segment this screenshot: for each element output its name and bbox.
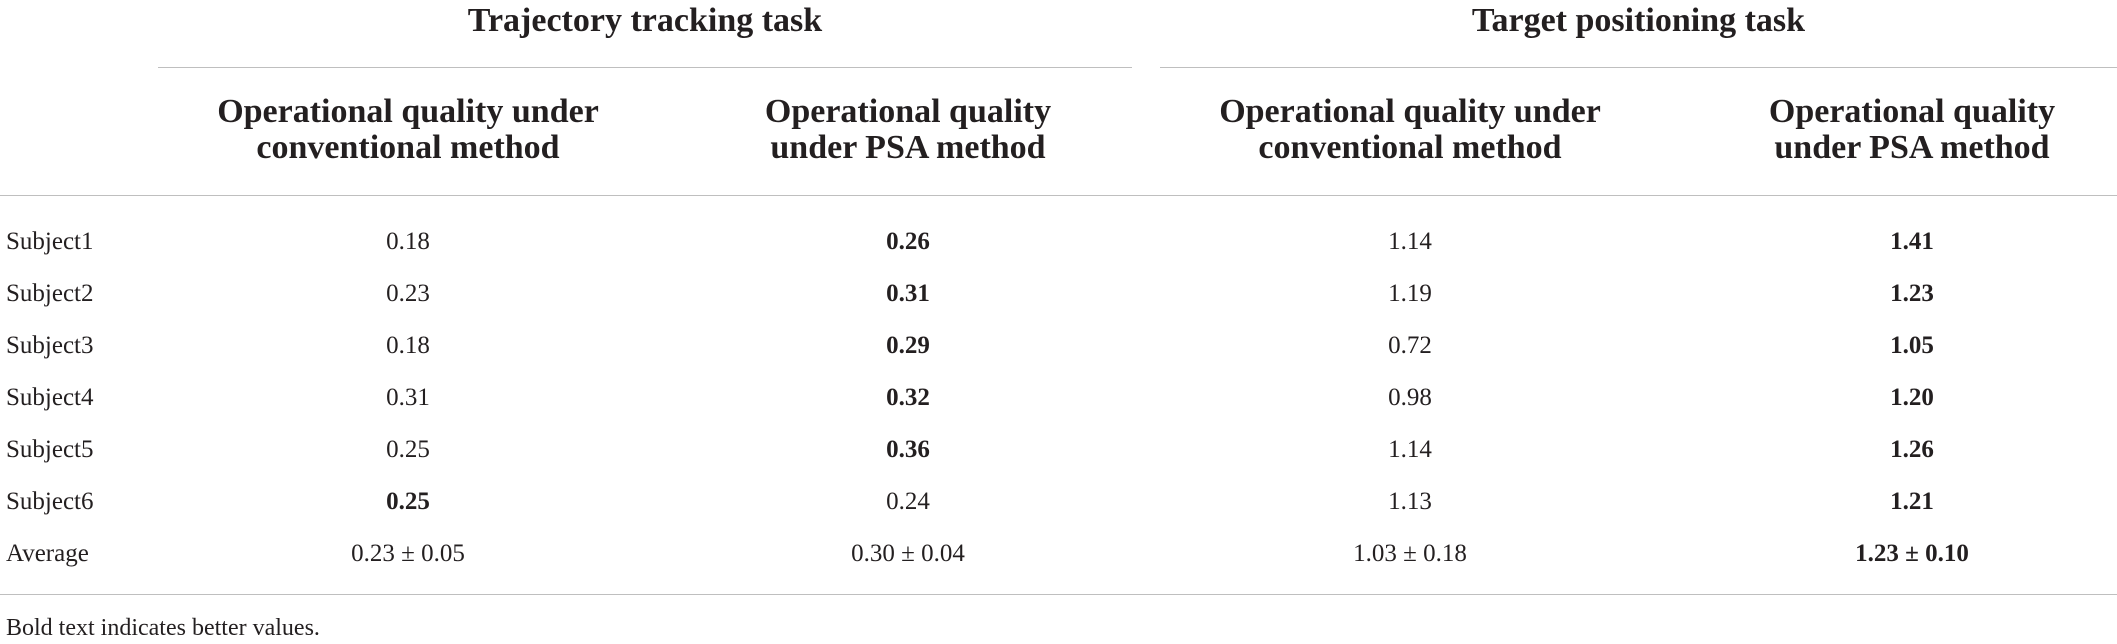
column-header-line2: under PSA method [770, 129, 1046, 166]
cell-trajectory-psa: 0.24 [886, 488, 930, 515]
group-title-trajectory-tracking: Trajectory tracking task [467, 2, 823, 39]
table-row: Subject6 0.25 0.24 1.13 1.21 [0, 482, 2117, 522]
cell-trajectory-psa: 0.36 [886, 436, 930, 463]
cell-target-conventional: 1.14 [1388, 228, 1432, 255]
header-rule [0, 195, 2117, 196]
group-rule-trajectory [158, 67, 1132, 68]
cell-trajectory-conventional: 0.18 [386, 228, 430, 255]
table-row-average: Average 0.23 ± 0.05 0.30 ± 0.04 1.03 ± 0… [0, 534, 2117, 574]
row-label: Subject3 [6, 332, 94, 359]
cell-trajectory-conventional: 0.18 [386, 332, 430, 359]
column-header-line2: under PSA method [1774, 129, 2050, 166]
column-header-trajectory-psa: Operational quality under PSA method [708, 94, 1108, 174]
cell-target-conventional: 1.13 [1388, 488, 1432, 515]
cell-trajectory-conventional: 0.25 [386, 488, 430, 515]
cell-trajectory-psa: 0.32 [886, 384, 930, 411]
cell-target-conventional: 0.72 [1388, 332, 1432, 359]
table-row: Subject2 0.23 0.31 1.19 1.23 [0, 274, 2117, 314]
cell-trajectory-psa: 0.30 ± 0.04 [851, 540, 965, 567]
cell-target-conventional: 1.14 [1388, 436, 1432, 463]
column-header-line1: Operational quality [1768, 93, 2056, 130]
row-label: Subject5 [6, 436, 94, 463]
cell-target-psa: 1.05 [1890, 332, 1934, 359]
cell-target-conventional: 1.03 ± 0.18 [1353, 540, 1467, 567]
column-header-line2: conventional method [256, 129, 560, 166]
cell-target-psa: 1.23 ± 0.10 [1855, 540, 1969, 567]
table-row: Subject4 0.31 0.32 0.98 1.20 [0, 378, 2117, 418]
cell-target-conventional: 1.19 [1388, 280, 1432, 307]
group-title-target-positioning: Target positioning task [1471, 2, 1806, 39]
column-header-line2: conventional method [1258, 129, 1562, 166]
column-header-line1: Operational quality [764, 93, 1052, 130]
cell-target-psa: 1.26 [1890, 436, 1934, 463]
row-label: Subject2 [6, 280, 94, 307]
table-footnote: Bold text indicates better values. [6, 615, 320, 641]
cell-target-psa: 1.20 [1890, 384, 1934, 411]
cell-trajectory-conventional: 0.31 [386, 384, 430, 411]
cell-trajectory-conventional: 0.23 [386, 280, 430, 307]
row-label: Subject4 [6, 384, 94, 411]
cell-trajectory-psa: 0.29 [886, 332, 930, 359]
cell-trajectory-psa: 0.26 [886, 228, 930, 255]
column-header-trajectory-conventional: Operational quality under conventional m… [158, 94, 658, 174]
cell-target-psa: 1.23 [1890, 280, 1934, 307]
cell-trajectory-psa: 0.31 [886, 280, 930, 307]
column-header-line1: Operational quality under [1219, 93, 1601, 130]
column-header-target-psa: Operational quality under PSA method [1712, 94, 2112, 174]
row-label: Average [6, 540, 89, 567]
table-row: Subject5 0.25 0.36 1.14 1.26 [0, 430, 2117, 470]
cell-trajectory-conventional: 0.25 [386, 436, 430, 463]
table-row: Subject3 0.18 0.29 0.72 1.05 [0, 326, 2117, 366]
column-header-line1: Operational quality under [217, 93, 599, 130]
row-label: Subject1 [6, 228, 94, 255]
cell-target-psa: 1.21 [1890, 488, 1934, 515]
group-rule-target [1160, 67, 2117, 68]
table-row: Subject1 0.18 0.26 1.14 1.41 [0, 222, 2117, 262]
column-header-target-conventional: Operational quality under conventional m… [1160, 94, 1660, 174]
row-label: Subject6 [6, 488, 94, 515]
table-bottom-rule [0, 594, 2117, 595]
cell-target-conventional: 0.98 [1388, 384, 1432, 411]
cell-target-psa: 1.41 [1890, 228, 1934, 255]
cell-trajectory-conventional: 0.23 ± 0.05 [351, 540, 465, 567]
